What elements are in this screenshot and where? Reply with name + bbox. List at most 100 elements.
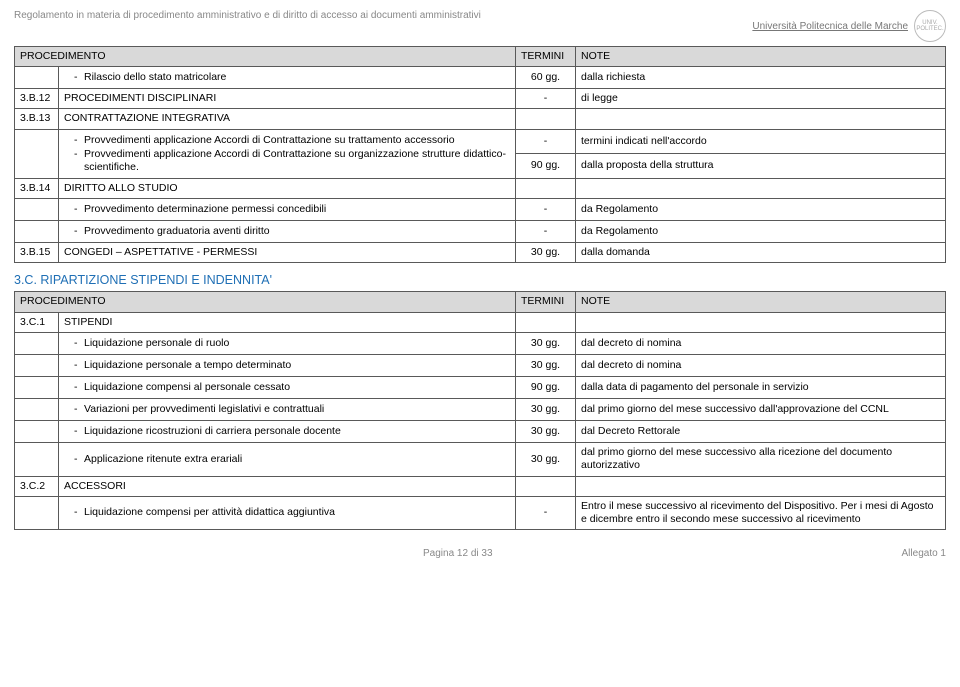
row-desc: Provvedimenti applicazione Accordi di Co…	[59, 129, 516, 178]
row-desc: DIRITTO ALLO STUDIO	[59, 178, 516, 198]
footer-page-number: Pagina 12 di 33	[14, 548, 902, 559]
list-item: Applicazione ritenute extra erariali	[74, 453, 510, 466]
row-termini: 30 gg.	[516, 354, 576, 376]
row-termini	[516, 109, 576, 129]
list-item: Rilascio dello stato matricolare	[74, 71, 510, 84]
footer-attachment: Allegato 1	[902, 548, 946, 559]
table-row: Provvedimento graduatoria aventi diritto…	[15, 221, 946, 243]
table-row: 3.B.13 CONTRATTAZIONE INTEGRATIVA	[15, 109, 946, 129]
list-item: Provvedimenti applicazione Accordi di Co…	[74, 148, 510, 174]
table-section-b: PROCEDIMENTO TERMINI NOTE Rilascio dello…	[14, 46, 946, 263]
row-code: 3.B.13	[15, 109, 59, 129]
row-code	[15, 199, 59, 221]
row-code: 3.C.1	[15, 312, 59, 332]
row-note: dal primo giorno del mese successivo dal…	[576, 399, 946, 421]
table-header-row: PROCEDIMENTO TERMINI NOTE	[15, 292, 946, 312]
row-code	[15, 67, 59, 89]
row-note	[576, 109, 946, 129]
row-desc: Provvedimento graduatoria aventi diritto	[59, 221, 516, 243]
row-note: dal decreto di nomina	[576, 354, 946, 376]
row-termini: 30 gg.	[516, 443, 576, 476]
row-desc: CONTRATTAZIONE INTEGRATIVA	[59, 109, 516, 129]
section-c-title: 3.C. RIPARTIZIONE STIPENDI E INDENNITA'	[14, 273, 946, 287]
table-row: Rilascio dello stato matricolare 60 gg. …	[15, 67, 946, 89]
table-row: Provvedimento determinazione permessi co…	[15, 199, 946, 221]
row-desc: Rilascio dello stato matricolare	[59, 67, 516, 89]
row-code	[15, 129, 59, 178]
table-header-row: PROCEDIMENTO TERMINI NOTE	[15, 47, 946, 67]
header-regulation-title: Regolamento in materia di procedimento a…	[14, 10, 752, 21]
row-termini	[516, 312, 576, 332]
row-note: di legge	[576, 89, 946, 109]
table-row: 3.B.12 PROCEDIMENTI DISCIPLINARI - di le…	[15, 89, 946, 109]
row-termini: -	[516, 129, 576, 154]
row-note	[576, 312, 946, 332]
row-note: termini indicati nell'accordo	[576, 129, 946, 154]
row-code: 3.C.2	[15, 476, 59, 496]
list-item: Provvedimento determinazione permessi co…	[74, 203, 510, 216]
page-header: Regolamento in materia di procedimento a…	[14, 10, 946, 42]
row-note: dal Decreto Rettorale	[576, 421, 946, 443]
table-row: Variazioni per provvedimenti legislativi…	[15, 399, 946, 421]
row-desc: ACCESSORI	[59, 476, 516, 496]
row-termini: -	[516, 221, 576, 243]
col-note: NOTE	[576, 47, 946, 67]
row-note: dalla data di pagamento del personale in…	[576, 376, 946, 398]
row-termini: -	[516, 89, 576, 109]
row-desc: Provvedimento determinazione permessi co…	[59, 199, 516, 221]
row-note: dalla domanda	[576, 243, 946, 263]
page-footer: Pagina 12 di 33 Allegato 1	[14, 548, 946, 559]
row-termini: -	[516, 496, 576, 529]
table-row: Liquidazione personale di ruolo 30 gg. d…	[15, 332, 946, 354]
row-note: da Regolamento	[576, 221, 946, 243]
row-note: dal primo giorno del mese successivo all…	[576, 443, 946, 476]
row-note: dalla richiesta	[576, 67, 946, 89]
row-note: da Regolamento	[576, 199, 946, 221]
row-desc: CONGEDI – ASPETTATIVE - PERMESSI	[59, 243, 516, 263]
table-row: 3.B.15 CONGEDI – ASPETTATIVE - PERMESSI …	[15, 243, 946, 263]
col-procedimento: PROCEDIMENTO	[15, 292, 516, 312]
table-row: Liquidazione compensi per attività didat…	[15, 496, 946, 529]
row-code: 3.B.12	[15, 89, 59, 109]
row-termini: 30 gg.	[516, 243, 576, 263]
table-row: 3.C.2 ACCESSORI	[15, 476, 946, 496]
col-termini: TERMINI	[516, 292, 576, 312]
row-termini	[516, 476, 576, 496]
row-note	[576, 476, 946, 496]
row-code: 3.B.15	[15, 243, 59, 263]
table-row: Liquidazione personale a tempo determina…	[15, 354, 946, 376]
list-item: Provvedimento graduatoria aventi diritto	[74, 225, 510, 238]
row-note: dal decreto di nomina	[576, 332, 946, 354]
table-row: Liquidazione ricostruzioni di carriera p…	[15, 421, 946, 443]
row-termini: 60 gg.	[516, 67, 576, 89]
university-name: Università Politecnica delle Marche	[752, 21, 908, 32]
row-code: 3.B.14	[15, 178, 59, 198]
row-termini: -	[516, 199, 576, 221]
table-section-c: PROCEDIMENTO TERMINI NOTE 3.C.1 STIPENDI…	[14, 291, 946, 530]
row-note: Entro il mese successivo al ricevimento …	[576, 496, 946, 529]
row-note: dalla proposta della struttura	[576, 154, 946, 179]
list-item: Liquidazione personale a tempo determina…	[74, 359, 510, 372]
list-item: Provvedimenti applicazione Accordi di Co…	[74, 134, 510, 147]
row-note	[576, 178, 946, 198]
col-termini: TERMINI	[516, 47, 576, 67]
col-procedimento: PROCEDIMENTO	[15, 47, 516, 67]
row-termini: 90 gg.	[516, 376, 576, 398]
row-code	[15, 221, 59, 243]
list-item: Variazioni per provvedimenti legislativi…	[74, 403, 510, 416]
list-item: Liquidazione compensi al personale cessa…	[74, 381, 510, 394]
row-desc: STIPENDI	[59, 312, 516, 332]
table-row: Provvedimenti applicazione Accordi di Co…	[15, 129, 946, 154]
row-termini	[516, 178, 576, 198]
table-row: 3.B.14 DIRITTO ALLO STUDIO	[15, 178, 946, 198]
university-seal-icon: UNIV. POLITEC.	[914, 10, 946, 42]
col-note: NOTE	[576, 292, 946, 312]
row-termini: 30 gg.	[516, 421, 576, 443]
row-termini: 30 gg.	[516, 332, 576, 354]
table-row: 3.C.1 STIPENDI	[15, 312, 946, 332]
row-desc: PROCEDIMENTI DISCIPLINARI	[59, 89, 516, 109]
list-item: Liquidazione ricostruzioni di carriera p…	[74, 425, 510, 438]
list-item: Liquidazione compensi per attività didat…	[74, 506, 510, 519]
row-termini: 30 gg.	[516, 399, 576, 421]
header-right: Università Politecnica delle Marche UNIV…	[752, 10, 946, 42]
